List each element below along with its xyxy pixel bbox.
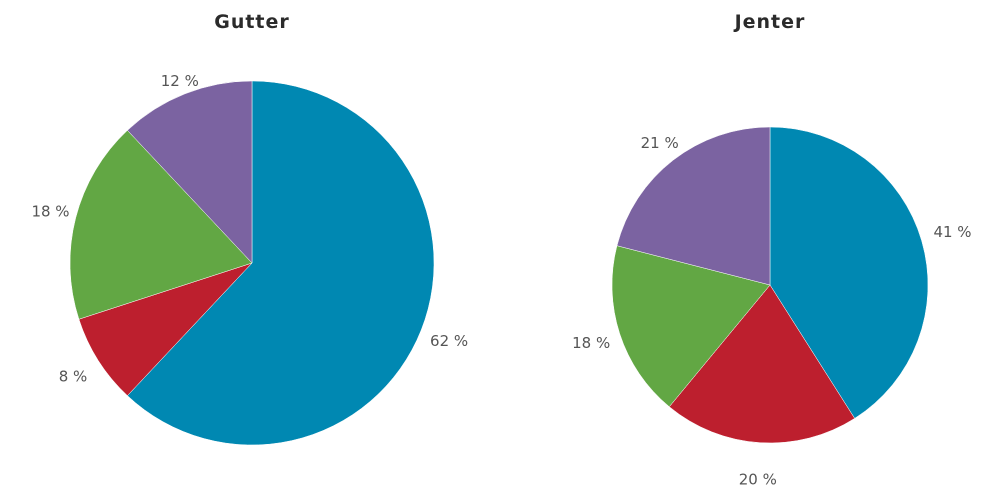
pie-slice xyxy=(69,129,253,320)
slice-label: 18 % xyxy=(31,202,69,220)
chart-title-gutter: Gutter xyxy=(214,11,290,33)
pie-slice xyxy=(127,80,435,446)
pie-slice xyxy=(78,262,253,397)
pie-slice xyxy=(769,126,929,419)
pie-slice xyxy=(616,126,771,286)
slice-label: 18 % xyxy=(572,334,610,352)
slice-label: 62 % xyxy=(430,332,468,350)
slice-label: 8 % xyxy=(59,368,88,386)
slice-label: 20 % xyxy=(739,471,777,487)
chart-title-jenter: Jenter xyxy=(733,11,806,33)
pie-slice xyxy=(668,284,856,444)
pie-slice xyxy=(611,245,771,408)
slice-label: 41 % xyxy=(933,223,971,241)
pie-chart-jenter: Jenter 41 % 20 % 18 % 21 % xyxy=(572,11,971,487)
pie-slice xyxy=(127,80,253,264)
slice-label: 21 % xyxy=(641,134,679,152)
pie-chart-gutter: Gutter 62 % 8 % 18 % 12 % xyxy=(31,11,468,446)
slice-label: 12 % xyxy=(161,72,199,90)
